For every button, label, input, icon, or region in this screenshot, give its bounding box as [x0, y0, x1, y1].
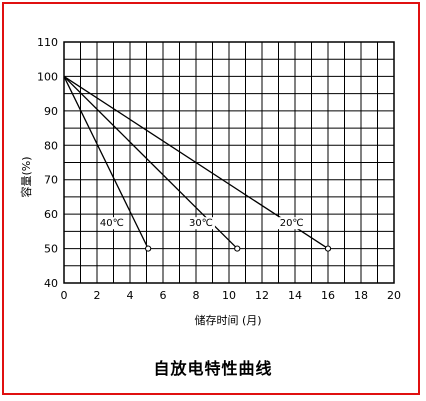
y-tick-label: 70	[44, 174, 58, 187]
y-tick-label: 60	[44, 208, 58, 221]
y-tick-label: 80	[44, 139, 58, 152]
series-label-background	[277, 217, 306, 230]
y-tick-label: 50	[44, 243, 58, 256]
label-layer: 0 2 4 6 8 10 12 14 16 18 20 40 50 60 70 80 90 100 110 40℃ 30…	[37, 36, 401, 302]
red-border-frame	[2, 2, 420, 395]
series-label: 20℃	[280, 218, 304, 229]
y-axis-label: 容量(%)	[19, 156, 33, 197]
series-label-background	[97, 217, 126, 230]
x-tick-label: 10	[222, 289, 236, 302]
series-label-background	[186, 217, 215, 230]
x-tick-label: 6	[160, 289, 167, 302]
series-line	[63, 76, 149, 249]
series-label: 30℃	[189, 218, 213, 229]
x-tick-label: 0	[61, 289, 68, 302]
x-tick-label: 18	[354, 289, 368, 302]
series-label: 40℃	[100, 218, 124, 229]
x-tick-label: 20	[387, 289, 401, 302]
y-tick-label: 100	[37, 70, 58, 83]
y-tick-label: 90	[44, 105, 58, 118]
series-end-marker	[324, 245, 332, 252]
x-tick-label: 8	[193, 289, 200, 302]
x-tick-label: 14	[288, 289, 302, 302]
y-tick-label: 110	[37, 36, 58, 49]
chart-caption: 自放电特性曲线	[153, 359, 273, 378]
plot-border	[63, 41, 395, 284]
axes	[63, 41, 395, 284]
series-end-marker	[145, 245, 152, 252]
x-tick-label: 12	[255, 289, 269, 302]
x-axis-label: 储存时间 (月)	[194, 313, 261, 327]
series-end-marker	[234, 245, 241, 252]
y-tick-label: 40	[44, 277, 58, 290]
x-tick-label: 2	[94, 289, 101, 302]
x-tick-label: 16	[321, 289, 335, 302]
grid	[63, 41, 395, 284]
x-tick-label: 4	[127, 289, 134, 302]
